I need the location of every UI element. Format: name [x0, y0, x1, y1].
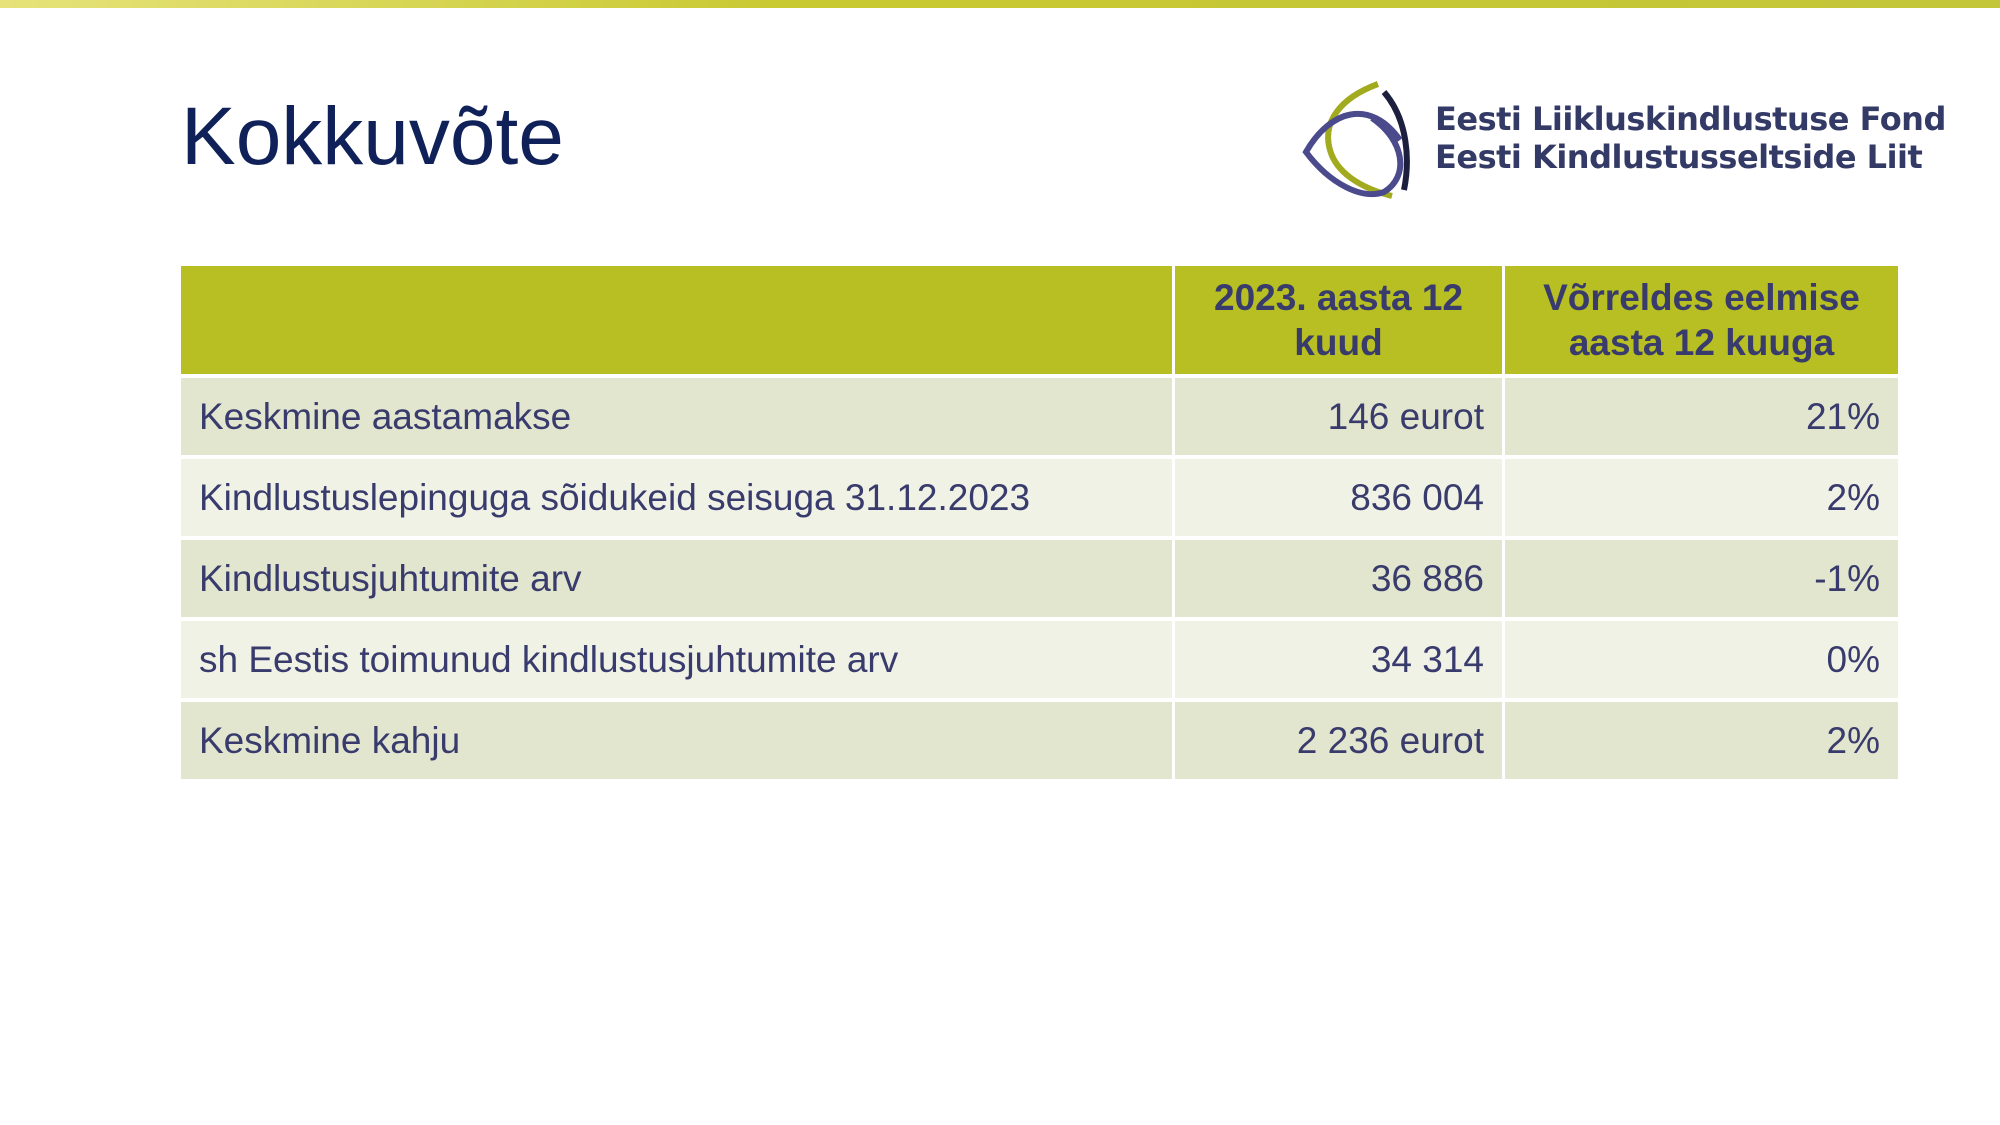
table-row: Kindlustuslepinguga sõidukeid seisuga 31… — [181, 459, 1898, 536]
value-cell: 836 004 — [1175, 459, 1502, 536]
row-label: Keskmine aastamakse — [181, 378, 1172, 455]
value-cell: 2% — [1505, 459, 1898, 536]
logo-text: Eesti Kindlustusseltside Liit — [1435, 138, 1923, 176]
value-cell: 34 314 — [1175, 621, 1502, 698]
value-cell: -1% — [1505, 540, 1898, 617]
slide-title: Kokkuvõte — [181, 91, 564, 182]
logo-icon — [1302, 81, 1410, 199]
table-row: Keskmine aastamakse 146 eurot 21% — [181, 378, 1898, 455]
value-cell: 2% — [1505, 702, 1898, 779]
header-row: 2023. aasta 12 kuud Võrreldes eelmise aa… — [181, 266, 1898, 374]
value-cell: 146 eurot — [1175, 378, 1502, 455]
row-label: Keskmine kahju — [181, 702, 1172, 779]
logo: Eesti Liikluskindlustuse Fond Eesti Kind… — [1300, 80, 1946, 200]
table-body: Keskmine aastamakse 146 eurot 21% Kindlustu… — [181, 378, 1898, 779]
value-cell: 21% — [1505, 378, 1898, 455]
value-cell: 2 236 eurot — [1175, 702, 1502, 779]
table-row: Kindlustusjuhtumite arv 36 886 -1% — [181, 540, 1898, 617]
summary-table: 2023. aasta 12 kuud Võrreldes eelmise aa… — [178, 262, 1901, 783]
row-label: Kindlustusjuhtumite arv — [181, 540, 1172, 617]
header-cell: Võrreldes eelmise aasta 12 kuuga — [1505, 266, 1898, 374]
header-cell: 2023. aasta 12 kuud — [1175, 266, 1502, 374]
value-cell: 0% — [1505, 621, 1898, 698]
row-label: Kindlustuslepinguga sõidukeid seisuga 31… — [181, 459, 1172, 536]
table-row: sh Eestis toimunud kindlustusjuhtumite a… — [181, 621, 1898, 698]
logo-text: Eesti Liikluskindlustuse Fond — [1435, 100, 1946, 138]
header-cell — [181, 266, 1172, 374]
top-bar — [0, 0, 2000, 8]
table-row: Keskmine kahju 2 236 eurot 2% — [181, 702, 1898, 779]
value-cell: 36 886 — [1175, 540, 1502, 617]
row-label: sh Eestis toimunud kindlustusjuhtumite a… — [181, 621, 1172, 698]
